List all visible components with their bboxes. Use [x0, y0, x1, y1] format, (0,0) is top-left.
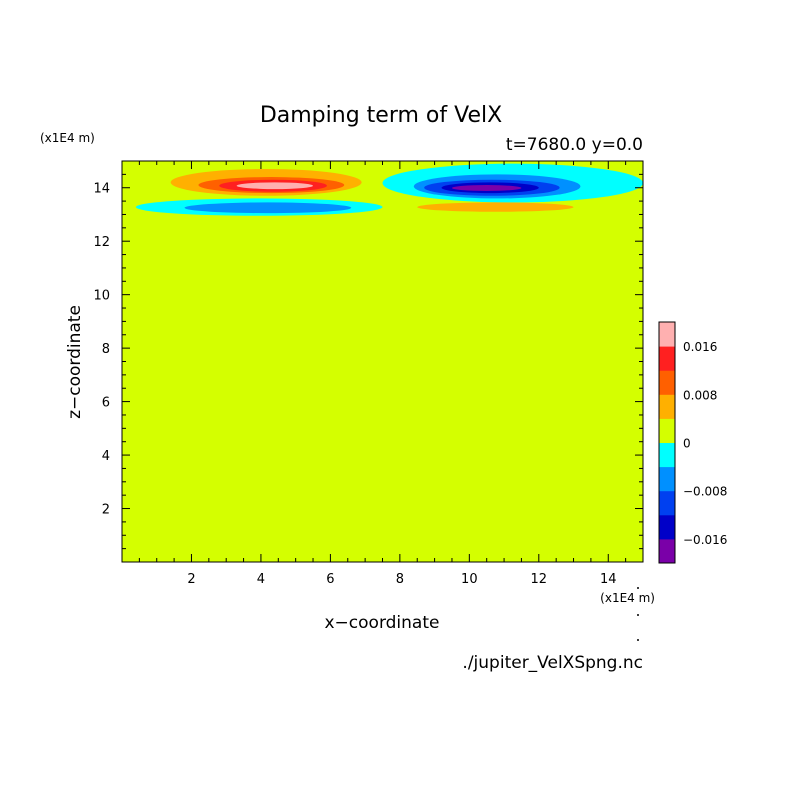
colorbar-segment — [659, 466, 675, 492]
y-tick-label: 8 — [102, 342, 110, 357]
plot-background — [122, 161, 643, 562]
contour-region-5 — [184, 202, 352, 214]
y-tick-label: 10 — [93, 289, 110, 304]
plot-area: 2 4 6 8 10 12 14 2 4 6 8 10 12 14 — [93, 160, 644, 587]
colorbar-segment — [659, 514, 675, 540]
x-tick-label: 14 — [600, 572, 617, 587]
y-axis-label: z−coordinate — [65, 305, 85, 419]
y-tick-label: 12 — [93, 235, 110, 250]
colorbar-segment — [659, 490, 675, 516]
colorbar-segment — [659, 442, 675, 468]
x-axis-label: x−coordinate — [325, 613, 440, 633]
y-unit-label: (x1E4 m) — [40, 131, 95, 145]
chart-title: Damping term of VelX — [260, 103, 502, 128]
y-tick-label: 14 — [93, 182, 110, 197]
contour-fills — [135, 163, 643, 216]
colorbar-segment — [659, 370, 675, 395]
colorbar-segment — [659, 538, 675, 564]
contour-region-11 — [417, 202, 574, 212]
x-tick-label: 12 — [531, 572, 548, 587]
y-tick-label: 2 — [102, 503, 110, 518]
colorbar-tick-label: 0.008 — [683, 388, 717, 402]
axis-ticks: 2 4 6 8 10 12 14 2 4 6 8 10 12 14 — [93, 161, 643, 587]
chart-subtitle: t=7680.0 y=0.0 — [506, 135, 643, 155]
colorbar-tick-label: 0 — [683, 437, 691, 451]
marker-dot-2 — [637, 614, 639, 616]
marker-dot-3 — [637, 639, 639, 641]
y-tick-label: 4 — [102, 449, 110, 464]
colorbar-tick-label: −0.008 — [683, 485, 727, 499]
x-unit-label: (x1E4 m) — [600, 591, 655, 605]
colorbar-tick-label: −0.016 — [683, 533, 727, 547]
colorbar-segment — [659, 418, 675, 443]
source-file-label: ./jupiter_VelXSpng.nc — [462, 653, 643, 673]
x-tick-label: 8 — [396, 572, 404, 587]
colorbar-frame — [658, 321, 676, 564]
colorbar: 0.016 0.008 0 −0.008 −0.016 — [658, 321, 727, 564]
x-tick-label: 4 — [257, 572, 265, 587]
marker-dot-1 — [637, 587, 639, 589]
x-tick-label: 6 — [326, 572, 334, 587]
x-tick-label: 10 — [461, 572, 478, 587]
contour-region-10 — [451, 185, 522, 191]
colorbar-segment — [659, 394, 675, 419]
y-tick-label: 6 — [102, 396, 110, 411]
colorbar-segment — [659, 322, 675, 347]
contour-region-3 — [236, 182, 314, 190]
colorbar-segment — [659, 346, 675, 371]
x-tick-label: 2 — [187, 572, 195, 587]
colorbar-tick-label: 0.016 — [683, 340, 717, 354]
